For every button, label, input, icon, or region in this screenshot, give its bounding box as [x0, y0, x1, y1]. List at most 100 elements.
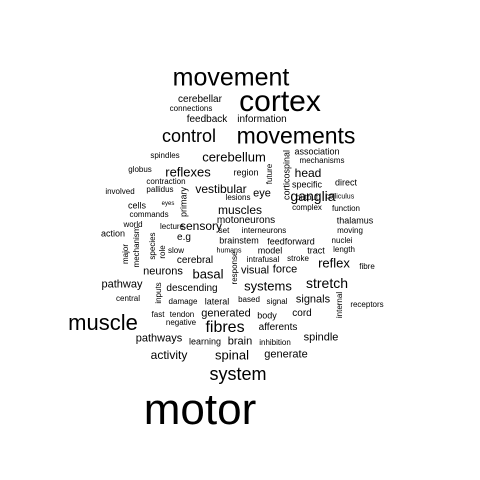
word-lesions: lesions: [225, 193, 251, 202]
word-model: model: [257, 245, 283, 256]
word-tendon: tendon: [169, 310, 195, 319]
word-nuclei: nuclei: [331, 236, 353, 245]
word-based: based: [238, 295, 260, 304]
word-commands: commands: [129, 210, 169, 219]
word-e.g: e.g: [177, 232, 191, 243]
word-brain: brain: [227, 335, 253, 348]
word-system: system: [209, 364, 267, 384]
word-species: species: [148, 232, 157, 260]
word-region: region: [233, 167, 259, 178]
word-role: role: [158, 245, 167, 259]
word-output: output: [295, 193, 319, 202]
word-fibres: fibres: [205, 319, 245, 336]
word-force: force: [272, 263, 298, 276]
word-slow: slow: [167, 246, 185, 255]
word-lateral: lateral: [204, 296, 230, 307]
word-feedback: feedback: [186, 114, 228, 125]
word-systems: systems: [244, 278, 292, 294]
word-primary: primary: [178, 186, 189, 218]
word-future: future: [265, 163, 274, 185]
word-control: control: [161, 126, 217, 146]
word-reflex: reflex: [318, 255, 350, 271]
word-contraction: contraction: [146, 177, 186, 186]
word-eyes: eyes: [161, 201, 175, 207]
word-vestibular: vestibular: [195, 182, 247, 196]
word-muscles: muscles: [217, 203, 263, 217]
word-signal: signal: [266, 297, 288, 306]
word-mechanisms: mechanisms: [299, 156, 345, 165]
word-damage: damage: [168, 297, 198, 306]
word-stretch: stretch: [305, 275, 349, 291]
word-globus: globus: [128, 165, 152, 174]
word-spindles: spindles: [150, 151, 180, 160]
word-moving: moving: [337, 226, 363, 235]
word-direct: direct: [334, 177, 358, 188]
word-tract: tract: [307, 245, 325, 256]
word-movements: movements: [236, 122, 356, 149]
word-specific: specific: [291, 179, 323, 190]
word-involved: involved: [105, 187, 135, 196]
word-interneurons: interneurons: [241, 226, 287, 235]
word-association: association: [294, 146, 340, 157]
word-eye: eye: [253, 187, 271, 200]
word-generated: generated: [201, 307, 251, 320]
word-neurons: neurons: [143, 265, 183, 278]
word-basal: basal: [192, 266, 224, 282]
word-intrafusal: intrafusal: [246, 255, 280, 264]
word-negative: negative: [165, 318, 197, 327]
word-mechanism: mechanism: [132, 226, 141, 268]
word-learning: learning: [188, 336, 222, 347]
word-cord: cord: [292, 308, 312, 319]
word-cerebellar: cerebellar: [178, 94, 222, 105]
word-fibre: fibre: [359, 262, 375, 271]
word-pathway: pathway: [101, 278, 143, 291]
word-thalamus: thalamus: [336, 215, 374, 226]
word-feedforward: feedforward: [267, 236, 315, 247]
word-function: function: [331, 204, 361, 213]
word-connections: connections: [169, 104, 213, 113]
word-generate: generate: [264, 348, 308, 361]
word-inhibition: inhibition: [259, 338, 291, 347]
word-set: set: [218, 226, 230, 235]
word-brainstem: brainstem: [219, 235, 259, 246]
word-length: length: [333, 245, 355, 254]
word-fast: fast: [151, 310, 165, 319]
word-muscle: muscle: [68, 310, 138, 335]
word-spindle: spindle: [303, 331, 339, 344]
word-complex: complex: [292, 203, 322, 212]
word-information: information: [237, 114, 287, 125]
word-pallidus: pallidus: [146, 185, 174, 194]
word-body: body: [257, 310, 277, 321]
word-major: major: [121, 243, 130, 265]
word-internal: internal: [335, 291, 344, 319]
word-pathways: pathways: [135, 332, 183, 345]
word-cortex: cortex: [239, 85, 321, 118]
word-cerebral: cerebral: [176, 255, 214, 266]
word-motoneurons: motoneurons: [216, 215, 276, 226]
word-inputs: inputs: [154, 282, 163, 304]
word-descending: descending: [166, 283, 218, 294]
word-stroke: stroke: [287, 254, 309, 263]
word-response: response: [230, 251, 239, 285]
word-corticospinal: corticospinal: [281, 149, 292, 201]
word-head: head: [294, 166, 322, 180]
word-sensory: sensory: [179, 219, 223, 233]
word-cerebellum: cerebellum: [202, 149, 266, 165]
word-lecture: lecture: [159, 222, 185, 231]
word-colliculus: colliculus: [325, 193, 355, 201]
word-world: world: [123, 220, 143, 229]
word-humans: humans: [216, 247, 242, 255]
word-receptors: receptors: [350, 300, 384, 309]
word-reflexes: reflexes: [165, 164, 211, 180]
word-motor: motor: [143, 385, 257, 434]
word-action: action: [100, 228, 126, 239]
word-central: central: [115, 294, 141, 303]
word-movement: movement: [172, 63, 290, 92]
word-afferents: afferents: [258, 322, 298, 333]
word-visual: visual: [240, 264, 270, 277]
word-cells: cells: [127, 200, 147, 211]
word-activity: activity: [150, 348, 188, 362]
word-ganglia: ganglia: [290, 188, 336, 204]
word-signals: signals: [295, 293, 331, 306]
